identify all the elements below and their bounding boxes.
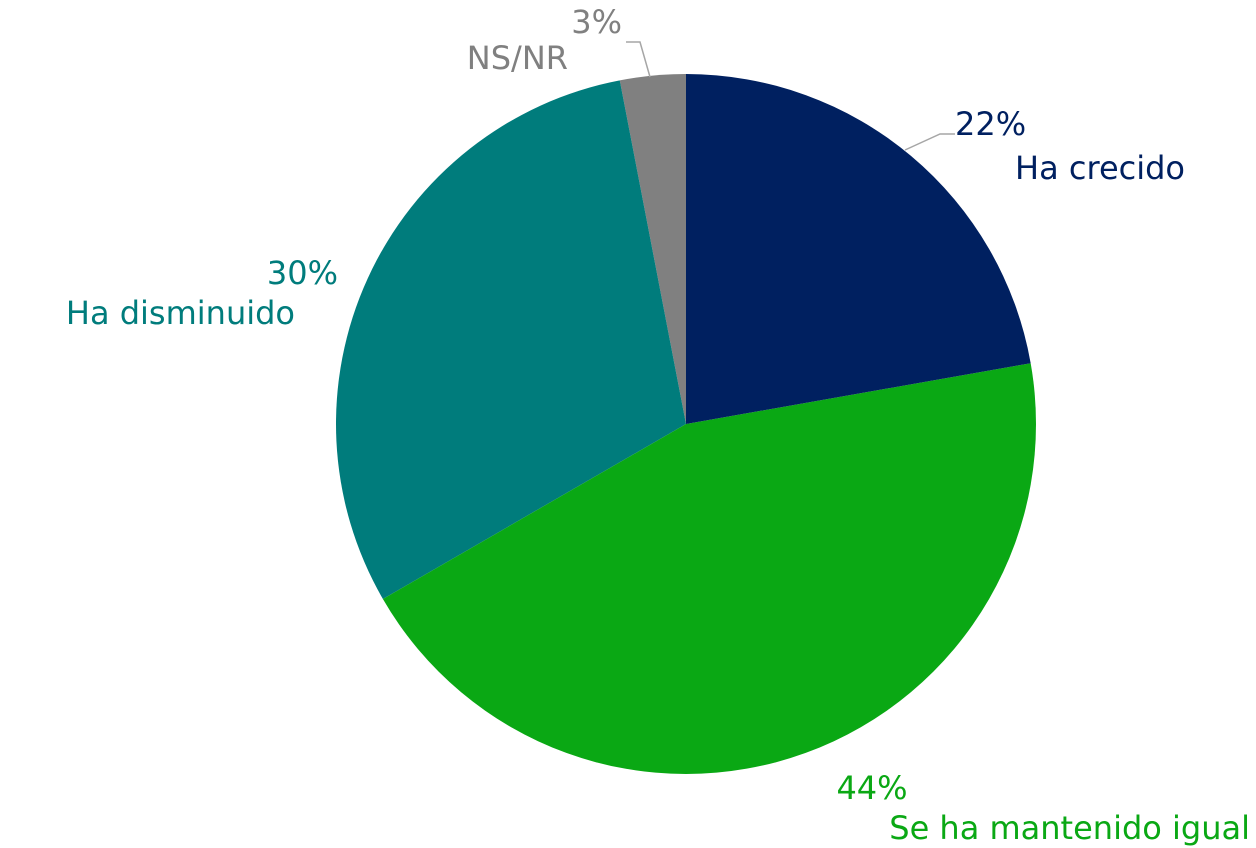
category-label: Se ha mantenido igual bbox=[889, 809, 1250, 847]
pie-slice bbox=[686, 74, 1031, 424]
data-label: 22% bbox=[955, 105, 1026, 143]
category-label: Ha crecido bbox=[1015, 149, 1185, 187]
pie-slice bbox=[619, 74, 686, 424]
data-label: 30% bbox=[267, 254, 338, 292]
category-label: Ha disminuido bbox=[66, 294, 295, 332]
leader-line bbox=[904, 133, 955, 151]
data-label: 3% bbox=[571, 3, 622, 41]
category-label: NS/NR bbox=[467, 39, 568, 77]
leader-line bbox=[626, 41, 651, 78]
pie-slice bbox=[336, 80, 686, 600]
pie-slice bbox=[382, 363, 1036, 774]
data-label: 44% bbox=[836, 769, 907, 807]
